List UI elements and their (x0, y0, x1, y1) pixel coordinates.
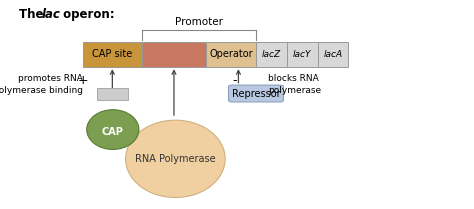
Text: Operator: Operator (209, 49, 253, 59)
FancyBboxPatch shape (318, 42, 348, 67)
Text: Promoter: Promoter (175, 17, 223, 27)
FancyBboxPatch shape (83, 42, 142, 67)
Text: promotes RNA
polymerase binding: promotes RNA polymerase binding (0, 74, 83, 95)
FancyBboxPatch shape (97, 88, 128, 100)
Text: operon:: operon: (59, 8, 115, 21)
Ellipse shape (126, 120, 225, 198)
FancyBboxPatch shape (206, 42, 256, 67)
Text: blocks RNA
polymerase: blocks RNA polymerase (268, 74, 321, 95)
FancyBboxPatch shape (256, 42, 287, 67)
Text: lacZ: lacZ (262, 50, 281, 59)
Text: +: + (78, 74, 88, 87)
Ellipse shape (87, 110, 139, 149)
Text: lac: lac (42, 8, 61, 21)
Text: CAP: CAP (102, 127, 124, 137)
FancyBboxPatch shape (228, 85, 283, 102)
Text: lacA: lacA (323, 50, 343, 59)
Text: -: - (232, 74, 237, 87)
FancyBboxPatch shape (287, 42, 318, 67)
Text: CAP site: CAP site (92, 49, 133, 59)
Text: lacY: lacY (293, 50, 311, 59)
Text: The: The (19, 8, 47, 21)
Text: Repressor: Repressor (232, 89, 280, 98)
FancyBboxPatch shape (142, 42, 206, 67)
Text: RNA Polymerase: RNA Polymerase (135, 154, 216, 164)
